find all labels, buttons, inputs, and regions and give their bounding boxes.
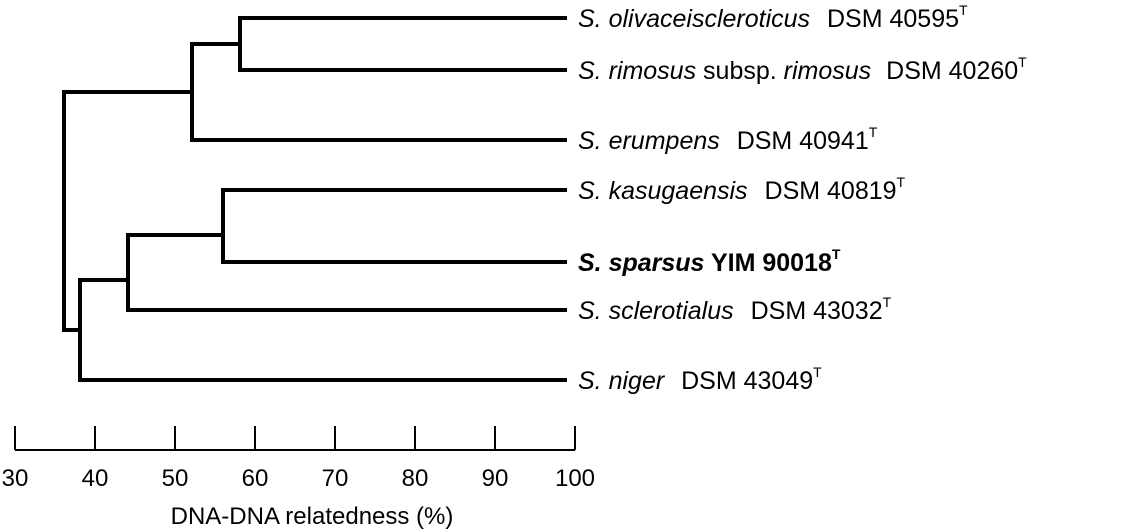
leaf-label-rimosus: S. rimosus subsp. rimosus DSM 40260T xyxy=(578,54,1027,85)
axis-tick-label: 90 xyxy=(482,465,509,492)
axis-tick-label: 40 xyxy=(82,465,109,492)
axis-tick-label: 60 xyxy=(242,465,269,492)
axis-tick-label: 80 xyxy=(402,465,429,492)
leaf-labels: S. olivaceiscleroticus DSM 40595T S. rim… xyxy=(578,2,1027,395)
leaf-label-kasugaensis: S. kasugaensis DSM 40819T xyxy=(578,174,906,205)
leaf-label-niger: S. niger DSM 43049T xyxy=(578,364,822,395)
leaf-label-erumpens: S. erumpens DSM 40941T xyxy=(578,124,878,155)
axis-tick-label: 70 xyxy=(322,465,349,492)
relatedness-axis: 30 40 50 60 70 80 90 100 DNA-DNA related… xyxy=(2,426,595,530)
leaf-label-sclerotialus: S. sclerotialus DSM 43032T xyxy=(578,294,892,325)
leaf-label-olivaceiscleroticus: S. olivaceiscleroticus DSM 40595T xyxy=(578,2,968,33)
leaf-label-sparsus: S. sparsus YIM 90018T xyxy=(578,246,841,277)
dendrogram-branches xyxy=(62,16,567,382)
axis-title: DNA-DNA relatedness (%) xyxy=(171,503,454,530)
axis-tick-label: 30 xyxy=(2,465,29,492)
axis-tick-label: 50 xyxy=(162,465,189,492)
axis-tick-label: 100 xyxy=(555,465,595,492)
